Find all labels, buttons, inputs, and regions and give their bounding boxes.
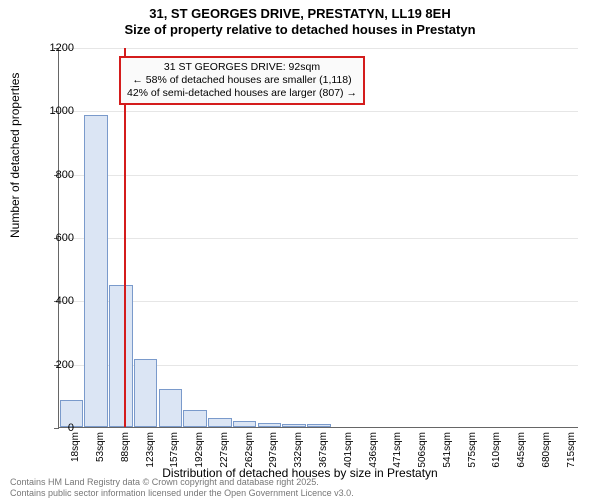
y-tick-label: 1000 — [34, 105, 74, 117]
bar — [134, 359, 158, 427]
bar — [282, 424, 306, 427]
y-tick-label: 400 — [34, 295, 74, 307]
x-tick-label: 192sqm — [194, 432, 205, 482]
y-tick-label: 1200 — [34, 42, 74, 54]
x-tick-label: 610sqm — [491, 432, 502, 482]
x-tick-label: 18sqm — [70, 432, 81, 482]
bar — [258, 423, 282, 427]
x-tick-label: 157sqm — [169, 432, 180, 482]
x-tick-label: 436sqm — [368, 432, 379, 482]
title-line1: 31, ST GEORGES DRIVE, PRESTATYN, LL19 8E… — [0, 6, 600, 22]
bar — [84, 115, 108, 427]
x-tick-label: 471sqm — [392, 432, 403, 482]
x-tick-label: 262sqm — [244, 432, 255, 482]
x-tick-label: 715sqm — [566, 432, 577, 482]
chart-title-block: 31, ST GEORGES DRIVE, PRESTATYN, LL19 8E… — [0, 0, 600, 39]
x-tick-label: 123sqm — [145, 432, 156, 482]
chart-container: 31 ST GEORGES DRIVE: 92sqm← 58% of detac… — [58, 48, 578, 428]
x-tick-label: 401sqm — [343, 432, 354, 482]
x-tick-label: 575sqm — [467, 432, 478, 482]
bar — [159, 389, 183, 427]
x-tick-label: 506sqm — [417, 432, 428, 482]
gridline — [59, 111, 578, 112]
gridline — [59, 175, 578, 176]
plot-area: 31 ST GEORGES DRIVE: 92sqm← 58% of detac… — [58, 48, 578, 428]
x-tick-label: 332sqm — [293, 432, 304, 482]
x-tick-label: 297sqm — [268, 432, 279, 482]
bar — [307, 424, 331, 427]
x-tick-label: 541sqm — [442, 432, 453, 482]
y-axis-title: Number of detached properties — [8, 73, 22, 238]
bar — [183, 410, 207, 427]
x-tick-label: 645sqm — [516, 432, 527, 482]
y-tick-label: 600 — [34, 232, 74, 244]
annotation-line: 42% of semi-detached houses are larger (… — [127, 87, 357, 100]
y-tick-label: 0 — [34, 422, 74, 434]
annotation-line: ← 58% of detached houses are smaller (1,… — [127, 74, 357, 87]
annotation-box: 31 ST GEORGES DRIVE: 92sqm← 58% of detac… — [119, 56, 365, 105]
y-tick-label: 800 — [34, 169, 74, 181]
x-tick-label: 227sqm — [219, 432, 230, 482]
gridline — [59, 48, 578, 49]
footer-line2: Contains public sector information licen… — [10, 488, 354, 498]
y-tick-label: 200 — [34, 359, 74, 371]
gridline — [59, 238, 578, 239]
x-tick-label: 680sqm — [541, 432, 552, 482]
x-tick-label: 367sqm — [318, 432, 329, 482]
annotation-line: 31 ST GEORGES DRIVE: 92sqm — [127, 61, 357, 74]
gridline — [59, 301, 578, 302]
bar — [233, 421, 257, 427]
bar — [109, 285, 133, 428]
bar — [208, 418, 232, 428]
title-line2: Size of property relative to detached ho… — [0, 22, 600, 38]
x-tick-label: 88sqm — [120, 432, 131, 482]
x-tick-label: 53sqm — [95, 432, 106, 482]
